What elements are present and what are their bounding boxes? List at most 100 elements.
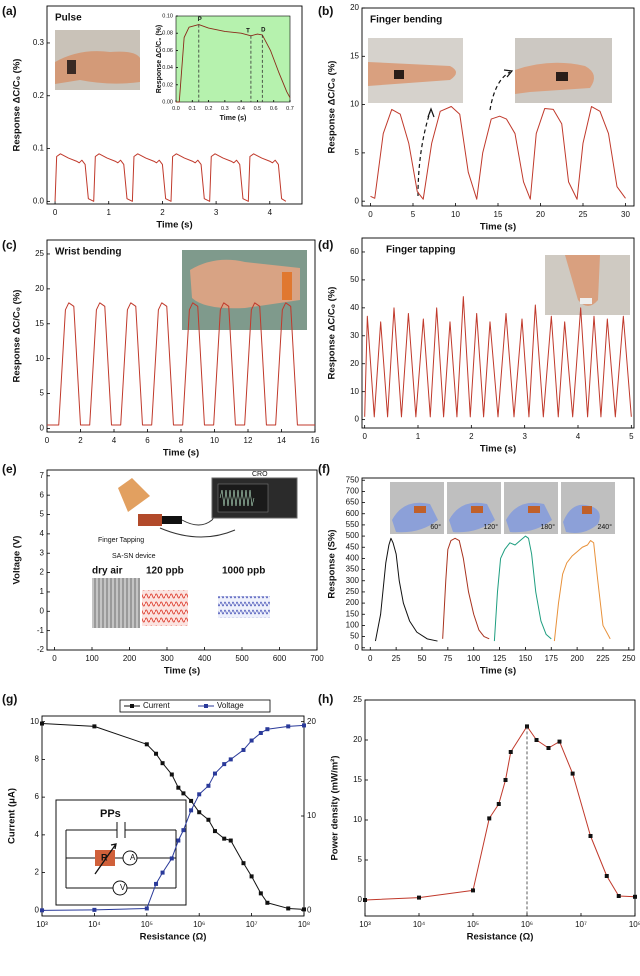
annotation: 240° <box>598 523 613 531</box>
y-tick-label: 0 <box>358 895 363 904</box>
x-tick-label: 700 <box>310 654 324 663</box>
x-tick-label: 25 <box>579 210 588 219</box>
y-tick-label: 30 <box>350 331 359 340</box>
x-tick-label: 10 <box>451 210 460 219</box>
plot-frame <box>46 469 318 651</box>
annotation: 120 ppb <box>146 566 184 577</box>
y-tick-label: 550 <box>346 520 360 529</box>
y-tick-label: 200 <box>346 598 360 607</box>
y-tick-label: 25 <box>353 695 362 704</box>
y-tick-label: 15 <box>350 51 359 60</box>
panel-title: Finger tapping <box>386 245 455 256</box>
series-line <box>364 296 632 418</box>
y-tick-label: 0.2 <box>33 91 45 100</box>
series-line <box>374 537 438 642</box>
x-tick-label: 0 <box>53 208 58 217</box>
annotation: R <box>101 852 108 862</box>
legend-marker <box>130 704 134 708</box>
x-tick-label: 0.0 <box>172 106 180 112</box>
data-point <box>302 907 306 912</box>
data-point <box>616 894 621 898</box>
series-line <box>442 537 490 640</box>
data-point <box>487 816 492 821</box>
plot-frame <box>175 15 291 103</box>
series-line <box>54 153 287 202</box>
y-tick-label: 4 <box>35 830 40 839</box>
data-point <box>546 746 551 750</box>
data-point <box>286 724 291 729</box>
plot-frame <box>361 237 635 429</box>
data-point <box>154 751 159 756</box>
series-line <box>47 302 315 426</box>
data-point <box>228 757 233 762</box>
bend-arrow-head <box>503 69 514 78</box>
photo-wrist-bending <box>182 250 307 330</box>
annotation: PPs <box>100 808 121 820</box>
annotation: T <box>246 28 250 34</box>
y-tick-label: 8 <box>35 755 40 764</box>
x-tick-label: 10³ <box>36 920 48 929</box>
data-point <box>212 829 217 834</box>
data-point <box>258 730 263 735</box>
y-tick-label: 0.1 <box>33 144 45 153</box>
annotation: A <box>130 853 136 862</box>
x-tick-label: 125 <box>493 654 507 663</box>
y-axis-label: Response ΔC/C₀ (%) <box>12 290 23 383</box>
x-tick-label: 8 <box>179 436 184 445</box>
x-tick-label: 2 <box>78 436 83 445</box>
data-point <box>92 907 97 912</box>
plot-frame <box>361 477 635 651</box>
y-tick-label: 0 <box>355 196 360 205</box>
data-point <box>189 808 194 813</box>
y-tick-label: 0 <box>40 606 45 615</box>
y-tick-label: 100 <box>346 621 360 630</box>
y2-tick-label: 0 <box>307 905 312 914</box>
data-point <box>534 738 539 742</box>
y-tick-label: 50 <box>350 275 359 284</box>
x-tick-label: 5 <box>411 210 416 219</box>
y-tick-label: 6 <box>35 792 40 801</box>
x-tick-label: 10 <box>210 436 219 445</box>
x-tick-label: 150 <box>519 654 533 663</box>
y-tick-label: 450 <box>346 542 360 551</box>
y-axis-label: Response ΔC/C₀ (%) <box>12 59 23 152</box>
x-tick-label: 0.5 <box>254 106 262 112</box>
x-tick-label: 0 <box>362 432 367 441</box>
series-line <box>176 24 291 103</box>
data-point <box>557 739 562 744</box>
data-point <box>363 898 367 902</box>
panel-title: Finger bending <box>370 15 442 26</box>
x-tick-label: 75 <box>443 654 452 663</box>
y-tick-label: 0.08 <box>162 31 173 37</box>
data-point <box>189 798 194 803</box>
annotation: Finger Tapping <box>98 537 144 544</box>
data-point <box>508 750 513 754</box>
y-tick-label: 0 <box>355 415 360 424</box>
data-point <box>286 906 291 911</box>
x-tick-label: 0.4 <box>237 106 245 112</box>
data-point <box>40 721 44 726</box>
y-tick-label: 0 <box>40 424 45 433</box>
data-point <box>249 874 254 879</box>
x-tick-label: 10⁴ <box>88 920 101 929</box>
x-tick-label: 0 <box>368 210 373 219</box>
data-point <box>222 836 227 841</box>
x-tick-label: 500 <box>235 654 249 663</box>
y-axis-label: Response ΔC/C₀ (%) <box>327 61 338 154</box>
panel-title: Pulse <box>55 13 82 24</box>
x-tick-label: 14 <box>277 436 286 445</box>
data-point <box>176 785 181 790</box>
y-tick-label: 0.10 <box>162 13 173 19</box>
series-line <box>553 540 611 642</box>
x-tick-label: 2 <box>160 208 165 217</box>
data-point <box>222 762 227 767</box>
legend-box <box>119 699 271 713</box>
data-point <box>265 900 270 905</box>
data-point <box>144 906 149 911</box>
x-tick-label: 20 <box>536 210 545 219</box>
y-tick-label: 0.0 <box>33 196 45 205</box>
x-tick-label: 300 <box>160 654 174 663</box>
y-tick-label: 7 <box>40 471 45 480</box>
y-tick-label: 10 <box>350 100 359 109</box>
data-point <box>92 724 97 729</box>
